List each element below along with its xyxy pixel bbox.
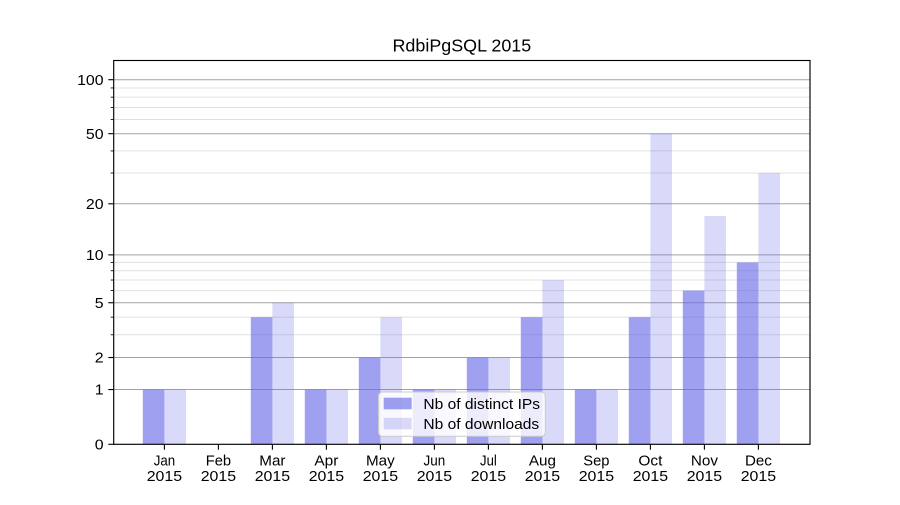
svg-text:100: 100 — [77, 73, 104, 89]
svg-text:RdbiPgSQL 2015: RdbiPgSQL 2015 — [393, 36, 532, 56]
svg-text:5: 5 — [95, 296, 104, 312]
svg-text:2015: 2015 — [147, 469, 182, 485]
svg-text:Dec: Dec — [745, 454, 772, 470]
svg-text:Nb of distinct IPs: Nb of distinct IPs — [423, 397, 540, 413]
svg-text:2015: 2015 — [417, 469, 452, 485]
svg-text:Sep: Sep — [583, 454, 609, 470]
svg-text:2015: 2015 — [741, 469, 776, 485]
svg-text:2015: 2015 — [687, 469, 722, 485]
svg-text:2015: 2015 — [201, 469, 236, 485]
svg-text:Aug: Aug — [529, 454, 556, 470]
svg-text:Mar: Mar — [259, 454, 285, 470]
svg-text:Nov: Nov — [691, 454, 719, 470]
svg-text:Jul: Jul — [480, 454, 497, 470]
svg-text:2015: 2015 — [471, 469, 506, 485]
svg-text:2015: 2015 — [525, 469, 560, 485]
svg-text:2015: 2015 — [255, 469, 290, 485]
svg-text:May: May — [366, 454, 395, 470]
svg-text:Jun: Jun — [424, 454, 446, 470]
svg-text:Oct: Oct — [638, 454, 662, 470]
svg-text:Jan: Jan — [154, 454, 175, 470]
svg-text:2015: 2015 — [633, 469, 668, 485]
svg-text:1: 1 — [95, 383, 104, 399]
svg-text:50: 50 — [86, 127, 104, 143]
svg-text:Apr: Apr — [314, 454, 338, 470]
svg-text:20: 20 — [86, 197, 104, 213]
svg-text:Feb: Feb — [206, 454, 231, 470]
svg-text:0: 0 — [95, 437, 104, 453]
svg-text:2015: 2015 — [363, 469, 398, 485]
svg-text:2015: 2015 — [309, 469, 344, 485]
svg-text:10: 10 — [86, 248, 104, 264]
svg-text:Nb of downloads: Nb of downloads — [423, 417, 539, 433]
svg-text:2: 2 — [95, 351, 104, 367]
svg-text:2015: 2015 — [579, 469, 614, 485]
